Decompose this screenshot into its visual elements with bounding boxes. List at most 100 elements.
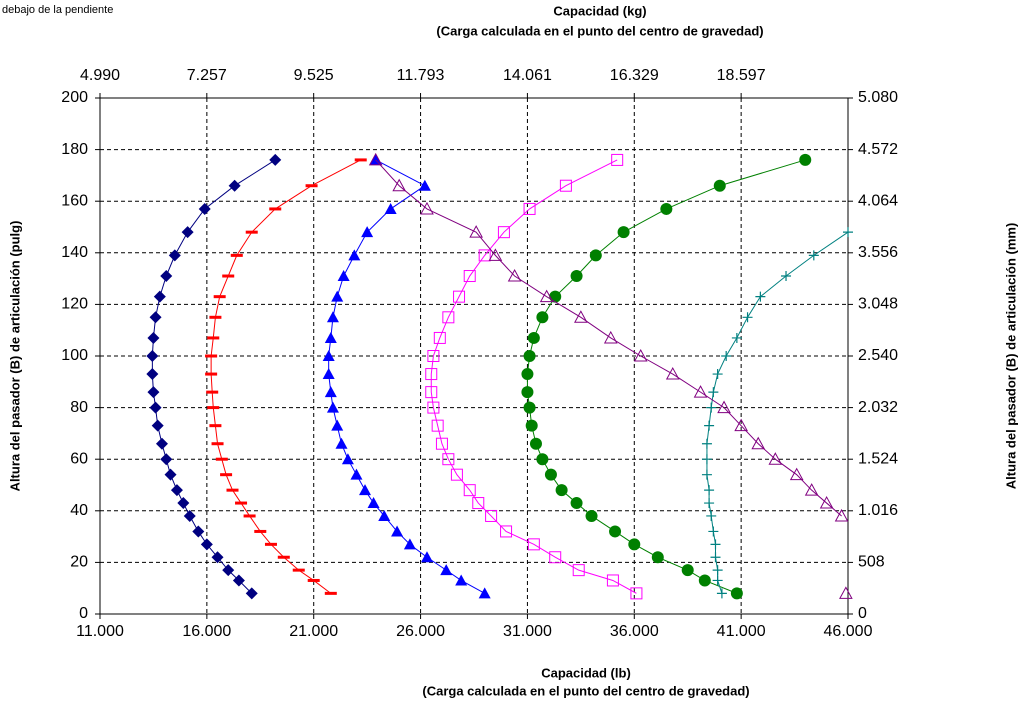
- point: [660, 202, 673, 215]
- point: [354, 158, 367, 162]
- point: [478, 587, 491, 599]
- x-tick-label: 11.000: [76, 623, 124, 640]
- point: [222, 274, 235, 278]
- point: [572, 564, 585, 577]
- point: [425, 368, 438, 381]
- point: [331, 290, 344, 302]
- annotation: debajo de la pendiente: [2, 4, 113, 16]
- point: [549, 551, 562, 564]
- point: [544, 468, 557, 481]
- point: [206, 390, 219, 394]
- point: [710, 539, 721, 550]
- point: [706, 510, 717, 521]
- point: [603, 330, 618, 344]
- point: [611, 153, 624, 166]
- point: [220, 473, 233, 477]
- point: [507, 268, 522, 282]
- point: [712, 369, 723, 380]
- y-tick-label: 80: [70, 399, 88, 416]
- point: [211, 551, 224, 564]
- y2-tick-label: 3.556: [858, 244, 898, 261]
- x2-tick-label: 14.061: [503, 67, 552, 84]
- point: [205, 372, 218, 376]
- point: [207, 406, 220, 410]
- point: [348, 249, 361, 261]
- point: [181, 226, 194, 239]
- point: [527, 538, 540, 551]
- point: [570, 497, 583, 510]
- point: [799, 153, 812, 166]
- x2-axis-title: Capacidad (kg): [553, 3, 646, 18]
- point: [523, 401, 536, 414]
- point: [183, 509, 196, 522]
- point: [704, 485, 715, 496]
- point: [269, 153, 282, 166]
- point: [292, 568, 305, 572]
- point: [147, 331, 160, 344]
- point: [716, 588, 727, 599]
- point: [341, 453, 354, 465]
- point: [368, 152, 383, 166]
- point: [164, 468, 177, 481]
- point: [245, 587, 258, 600]
- point: [209, 315, 222, 319]
- point: [768, 452, 783, 465]
- point: [843, 227, 853, 238]
- point: [245, 230, 258, 234]
- point: [254, 529, 267, 533]
- series-line: [430, 159, 637, 594]
- y2-tick-label: 5.080: [858, 89, 898, 106]
- point: [742, 312, 753, 323]
- y2-tick-label: 2.540: [858, 347, 898, 364]
- y2-tick-label: 1.524: [858, 450, 898, 467]
- point: [701, 454, 712, 465]
- point: [350, 468, 363, 480]
- point: [527, 331, 540, 344]
- point: [207, 336, 220, 340]
- y2-tick-label: 508: [858, 554, 885, 571]
- point: [497, 226, 510, 239]
- y-axis-title: Altura del pasador (B) de articulación (…: [7, 221, 22, 492]
- point: [209, 424, 222, 428]
- point: [324, 331, 337, 343]
- point: [693, 385, 708, 398]
- point: [322, 350, 335, 361]
- point: [359, 484, 372, 496]
- x2-axis-title: (Carga calculada en el punto del centro …: [436, 23, 763, 38]
- point: [713, 179, 726, 192]
- point: [701, 438, 712, 449]
- point: [617, 226, 630, 239]
- point: [570, 270, 583, 283]
- point: [232, 574, 245, 587]
- y-tick-label: 140: [61, 244, 88, 261]
- point: [485, 509, 498, 522]
- point: [755, 291, 766, 302]
- point: [630, 587, 643, 600]
- point: [335, 437, 348, 449]
- y-tick-label: 20: [70, 554, 88, 571]
- point: [391, 525, 404, 537]
- point: [751, 436, 766, 450]
- point: [701, 469, 712, 480]
- point: [549, 290, 562, 303]
- series-line: [210, 159, 361, 594]
- x2-tick-label: 4.990: [80, 67, 120, 84]
- y2-tick-label: 1.016: [858, 502, 898, 519]
- point: [808, 250, 819, 261]
- point: [226, 488, 239, 492]
- point: [205, 354, 218, 358]
- point: [427, 350, 440, 362]
- y2-tick-label: 3.048: [858, 296, 898, 313]
- point: [211, 442, 224, 446]
- point: [789, 467, 804, 481]
- point: [606, 574, 619, 587]
- point: [665, 367, 680, 380]
- point: [708, 387, 719, 398]
- point: [450, 468, 463, 481]
- series-line: [375, 159, 842, 517]
- point: [149, 311, 162, 324]
- point: [146, 350, 159, 362]
- point: [243, 514, 256, 518]
